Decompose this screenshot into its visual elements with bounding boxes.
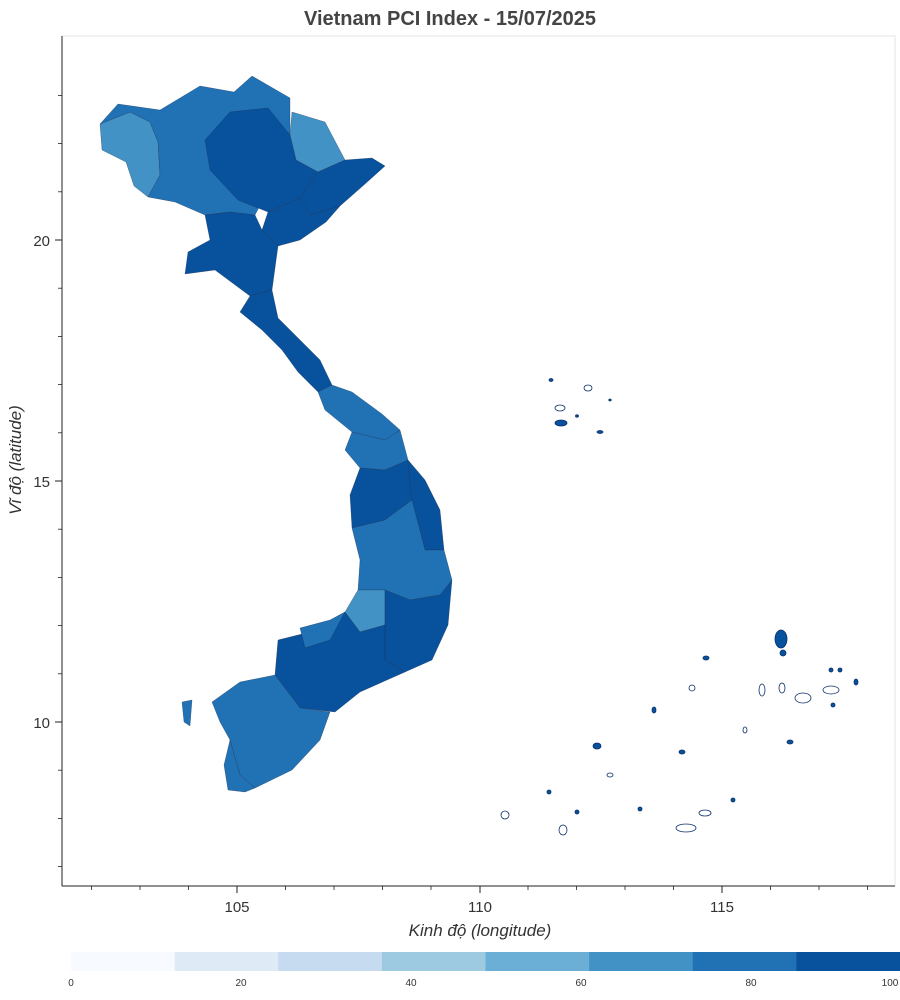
spratly-islands xyxy=(500,629,859,836)
x-axis-label: Kinh độ (longitude) xyxy=(409,921,552,940)
island xyxy=(837,667,843,673)
mainland-provinces xyxy=(99,75,453,793)
colorbar-segment xyxy=(174,952,279,971)
island xyxy=(786,739,794,745)
island xyxy=(500,810,510,820)
island xyxy=(822,685,840,695)
x-tick-label: 105 xyxy=(224,899,249,916)
island xyxy=(637,806,643,812)
chart-title: Vietnam PCI Index - 15/07/2025 xyxy=(303,8,596,30)
colorbar-segment xyxy=(692,952,797,971)
colorbar-segment xyxy=(381,952,486,971)
island xyxy=(853,678,859,686)
island xyxy=(702,655,710,661)
x-tick-label: 115 xyxy=(710,899,734,916)
region-ca-mau xyxy=(223,739,256,793)
region-mekong-delta xyxy=(211,674,331,789)
island xyxy=(651,706,657,714)
island xyxy=(554,404,566,412)
region-phu-quoc-island xyxy=(181,699,193,727)
minor-ticks xyxy=(58,95,868,890)
y-axis-label: Vĩ độ (latitude) xyxy=(6,405,25,515)
island xyxy=(774,629,788,649)
island xyxy=(742,726,748,734)
paracel-islands xyxy=(548,378,612,434)
island xyxy=(592,742,602,750)
island xyxy=(678,749,686,755)
colorbar-tick-label: 80 xyxy=(745,978,757,989)
colorbar-tick-label: 60 xyxy=(575,978,587,989)
y-tick-label: 10 xyxy=(33,715,50,732)
colorbar-segment xyxy=(796,952,900,971)
y-ticks: 20 15 10 xyxy=(33,233,62,732)
island xyxy=(554,419,568,427)
island xyxy=(730,797,736,803)
island xyxy=(583,384,593,392)
colorbar-ticks: 0 20 40 60 80 100 xyxy=(68,978,899,989)
island xyxy=(608,398,612,402)
island xyxy=(794,692,812,704)
region-tay-ninh-area xyxy=(299,611,346,649)
colorbar-segment xyxy=(71,952,176,971)
island xyxy=(758,683,766,697)
colorbar-tick-label: 0 xyxy=(68,978,74,989)
island xyxy=(688,684,696,692)
island xyxy=(546,789,552,795)
island xyxy=(575,414,579,418)
colorbar-tick-label: 100 xyxy=(882,978,899,989)
colorbar-segment xyxy=(485,952,590,971)
island xyxy=(558,824,568,836)
island xyxy=(596,430,604,434)
colorbar-tick-label: 40 xyxy=(405,978,417,989)
island xyxy=(828,667,834,673)
island xyxy=(548,378,554,382)
colorbar-segment xyxy=(589,952,694,971)
island xyxy=(606,772,614,778)
island xyxy=(830,702,836,708)
island xyxy=(675,823,697,833)
island xyxy=(779,649,787,657)
x-tick-label: 110 xyxy=(468,899,492,916)
island xyxy=(698,809,712,817)
y-tick-label: 20 xyxy=(33,233,50,250)
colorbar-tick-label: 20 xyxy=(235,978,247,989)
island xyxy=(574,809,580,815)
colorbar xyxy=(71,952,900,971)
x-ticks: 105 110 115 xyxy=(224,886,734,916)
island xyxy=(778,682,786,694)
colorbar-segment xyxy=(278,952,383,971)
y-tick-label: 15 xyxy=(33,474,50,491)
